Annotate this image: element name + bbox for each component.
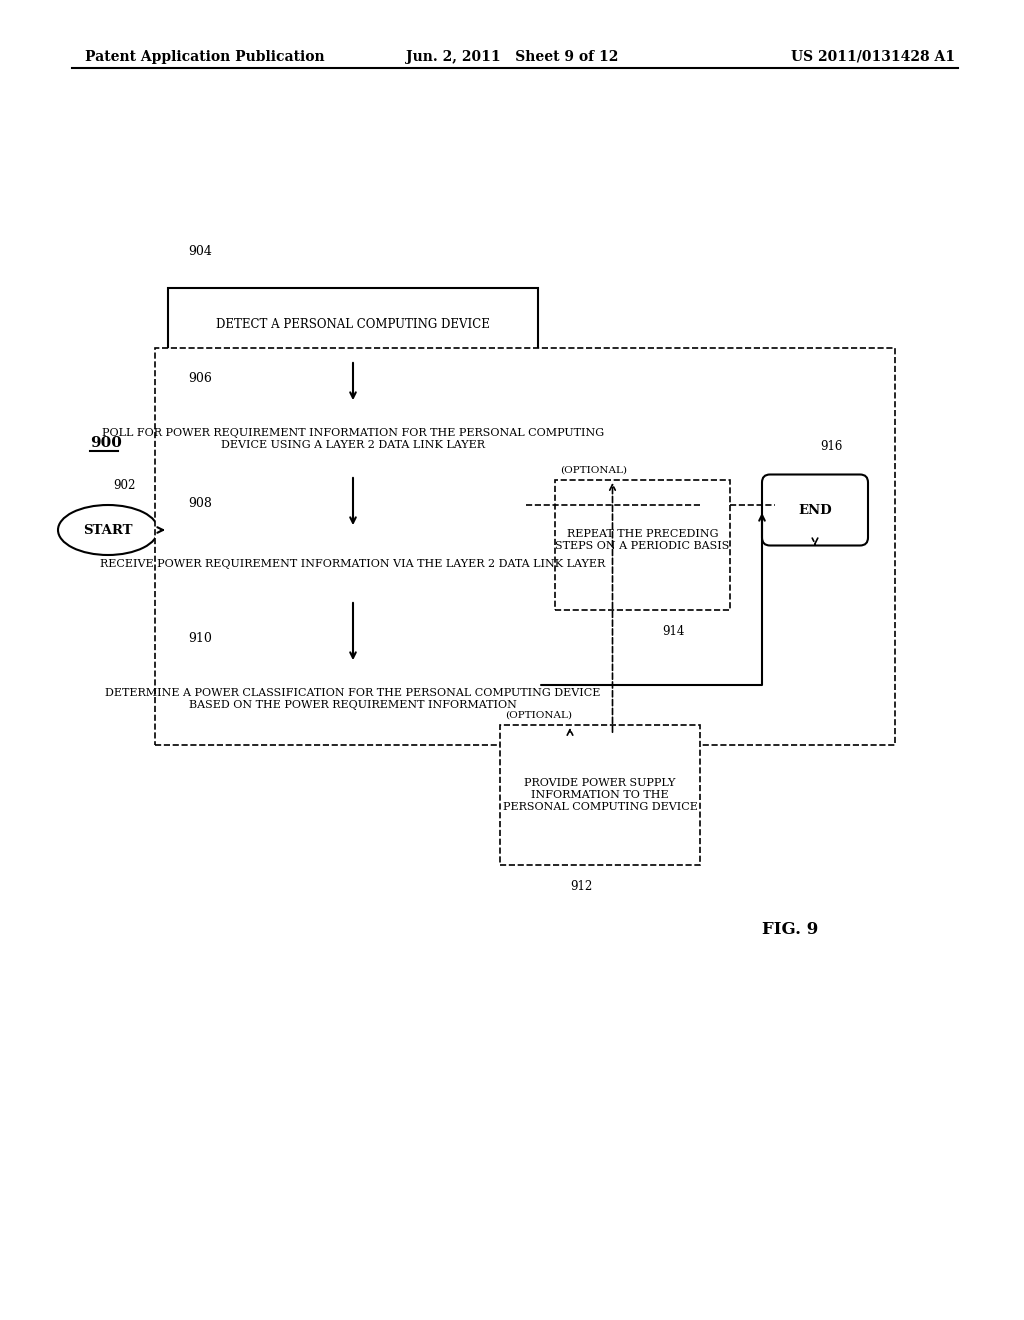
Text: 904: 904 [188, 246, 212, 257]
Text: 908: 908 [188, 498, 212, 510]
Text: FIG. 9: FIG. 9 [762, 921, 818, 939]
Text: 906: 906 [188, 372, 212, 385]
Text: POLL FOR POWER REQUIREMENT INFORMATION FOR THE PERSONAL COMPUTING
DEVICE USING A: POLL FOR POWER REQUIREMENT INFORMATION F… [102, 428, 604, 450]
Ellipse shape [58, 506, 158, 554]
Text: 916: 916 [820, 440, 843, 453]
Text: 912: 912 [570, 880, 592, 894]
Text: Patent Application Publication: Patent Application Publication [85, 50, 325, 63]
Text: 900: 900 [90, 436, 122, 450]
Bar [168, 403, 538, 475]
Text: START: START [83, 524, 133, 536]
FancyBboxPatch shape [762, 474, 868, 545]
Bar [168, 663, 538, 735]
Text: END: END [798, 503, 831, 516]
Bar [500, 725, 700, 865]
Text: PROVIDE POWER SUPPLY
INFORMATION TO THE
PERSONAL COMPUTING DEVICE: PROVIDE POWER SUPPLY INFORMATION TO THE … [503, 779, 697, 812]
Text: 902: 902 [113, 479, 135, 492]
Text: Jun. 2, 2011   Sheet 9 of 12: Jun. 2, 2011 Sheet 9 of 12 [406, 50, 618, 63]
Bar [555, 480, 730, 610]
Bar [168, 528, 538, 601]
Text: 914: 914 [663, 624, 685, 638]
Bar [155, 348, 895, 744]
Text: DETECT A PERSONAL COMPUTING DEVICE: DETECT A PERSONAL COMPUTING DEVICE [216, 318, 489, 330]
Text: (OPTIONAL): (OPTIONAL) [505, 711, 572, 719]
Text: (OPTIONAL): (OPTIONAL) [560, 466, 627, 475]
Text: US 2011/0131428 A1: US 2011/0131428 A1 [791, 50, 955, 63]
Text: DETERMINE A POWER CLASSIFICATION FOR THE PERSONAL COMPUTING DEVICE
BASED ON THE : DETERMINE A POWER CLASSIFICATION FOR THE… [105, 688, 601, 710]
Bar [168, 288, 538, 360]
Text: 910: 910 [188, 632, 212, 645]
Text: RECEIVE POWER REQUIREMENT INFORMATION VIA THE LAYER 2 DATA LINK LAYER: RECEIVE POWER REQUIREMENT INFORMATION VI… [100, 558, 605, 569]
Text: REPEAT THE PRECEDING
STEPS ON A PERIODIC BASIS: REPEAT THE PRECEDING STEPS ON A PERIODIC… [555, 529, 730, 550]
